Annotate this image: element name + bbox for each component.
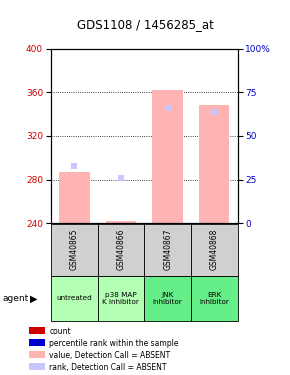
Text: GDS1108 / 1456285_at: GDS1108 / 1456285_at	[77, 18, 213, 31]
Text: value, Detection Call = ABSENT: value, Detection Call = ABSENT	[49, 351, 171, 360]
Text: GSM40867: GSM40867	[163, 229, 172, 270]
Text: GSM40865: GSM40865	[70, 229, 79, 270]
Bar	[59, 172, 90, 223]
Bar	[153, 90, 183, 223]
Bar	[199, 105, 229, 223]
Bar	[191, 224, 238, 276]
Bar	[97, 224, 144, 276]
Text: count: count	[49, 327, 71, 336]
Bar	[191, 276, 238, 321]
Text: untreated: untreated	[56, 296, 92, 302]
Text: JNK
inhibitor: JNK inhibitor	[153, 292, 183, 305]
Text: GSM40868: GSM40868	[210, 229, 219, 270]
Bar	[97, 276, 144, 321]
Text: GSM40866: GSM40866	[116, 229, 125, 270]
Bar	[106, 221, 136, 223]
Bar	[144, 276, 191, 321]
Bar	[144, 224, 191, 276]
Text: agent: agent	[3, 294, 29, 303]
Text: ▶: ▶	[30, 294, 37, 303]
Bar	[51, 276, 97, 321]
Text: percentile rank within the sample: percentile rank within the sample	[49, 339, 179, 348]
Text: p38 MAP
K inhibitor: p38 MAP K inhibitor	[102, 292, 139, 305]
Bar	[51, 224, 97, 276]
Text: ERK
inhibitor: ERK inhibitor	[200, 292, 229, 305]
Text: rank, Detection Call = ABSENT: rank, Detection Call = ABSENT	[49, 363, 167, 372]
